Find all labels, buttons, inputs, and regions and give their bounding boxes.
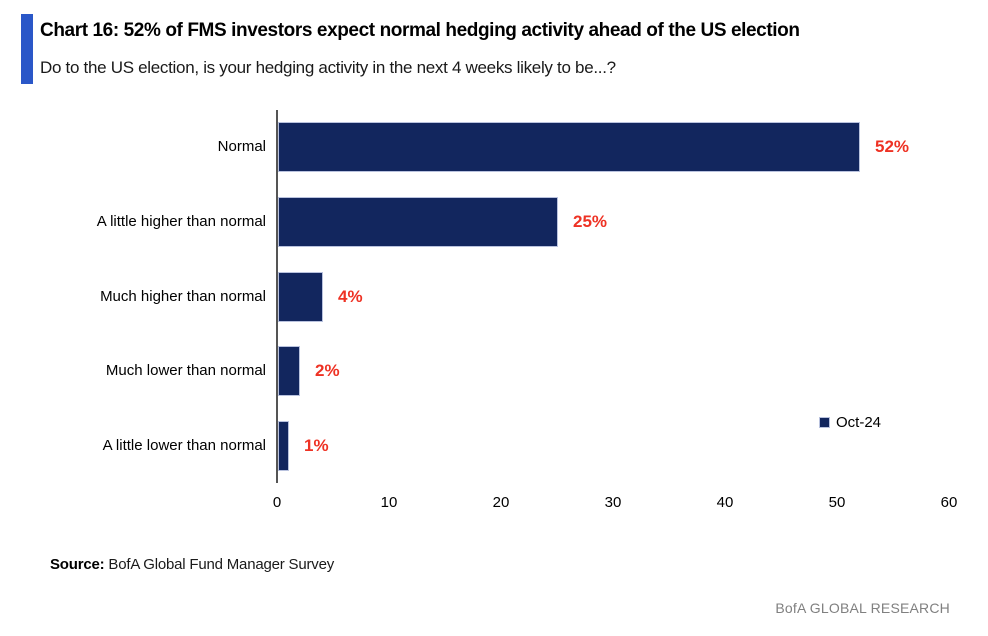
- x-tick-label: 60: [940, 494, 958, 511]
- bar-value-label: 2%: [315, 361, 340, 380]
- chart-subtitle: Do to the US election, is your hedging a…: [40, 58, 616, 77]
- bar-value-label: 4%: [338, 287, 363, 306]
- bar-much-higher-than-normal: [278, 272, 323, 322]
- legend-label: Oct-24: [836, 414, 882, 431]
- category-label: Much lower than normal: [105, 362, 266, 379]
- x-tick-label: 30: [604, 494, 622, 511]
- source-line: Source: BofA Global Fund Manager Survey: [50, 556, 334, 573]
- x-tick-label: 10: [380, 494, 398, 511]
- footer-brand: BofA GLOBAL RESEARCH: [775, 600, 950, 616]
- bar-value-label: 1%: [304, 436, 329, 455]
- bar-value-label: 52%: [875, 137, 910, 156]
- category-axis-line: [276, 110, 278, 483]
- bar-much-lower-than-normal: [278, 346, 300, 396]
- x-tick-label: 0: [272, 494, 282, 511]
- category-label: Much higher than normal: [100, 288, 266, 305]
- category-label: Normal: [217, 138, 266, 155]
- bar-a-little-lower-than-normal: [278, 421, 289, 471]
- chart-title: Chart 16: 52% of FMS investors expect no…: [40, 20, 800, 41]
- source-prefix: Source:: [50, 556, 105, 573]
- x-tick-label: 40: [716, 494, 734, 511]
- bar-normal: [278, 122, 860, 172]
- category-label: A little higher than normal: [96, 213, 266, 230]
- bar-value-label: 25%: [573, 212, 608, 231]
- bar-a-little-higher-than-normal: [278, 197, 558, 247]
- category-label: A little lower than normal: [102, 437, 266, 454]
- legend-square-icon: [819, 417, 830, 428]
- x-tick-label: 50: [828, 494, 846, 511]
- source-text: BofA Global Fund Manager Survey: [104, 556, 335, 573]
- x-tick-label: 20: [492, 494, 510, 511]
- title-accent-bar: [21, 14, 33, 84]
- legend: Oct-24: [819, 414, 881, 431]
